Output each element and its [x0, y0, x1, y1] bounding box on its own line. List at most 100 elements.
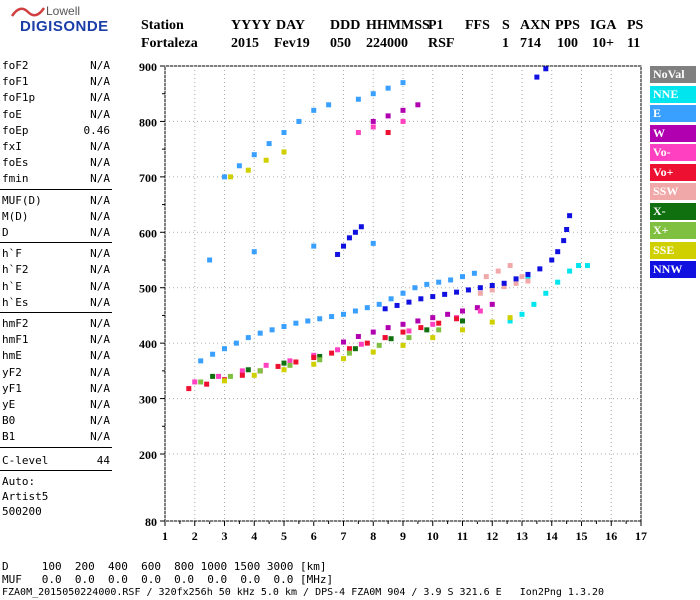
- echo-point-e: [222, 174, 227, 180]
- echo-point-e: [222, 346, 227, 352]
- header-label: PPS: [555, 18, 580, 33]
- param-row-d: D N/A: [2, 225, 110, 241]
- header-label: P1: [428, 18, 444, 33]
- echo-point-e: [448, 277, 454, 283]
- echo-point-nne: [531, 301, 537, 307]
- param-value: N/A: [90, 279, 110, 293]
- y-tick-label: 200: [139, 448, 157, 462]
- param-row-yf2: yF2 N/A: [2, 365, 110, 381]
- param-row-foe: foE N/A: [2, 107, 110, 123]
- echo-point-nnw: [534, 74, 540, 80]
- param-value: N/A: [90, 107, 110, 121]
- param-row-md: M(D) N/A: [2, 209, 110, 225]
- footer-info: FZA0M_2015050224000.RSF / 320fx256h 50 k…: [2, 587, 605, 598]
- echo-point-x: [460, 318, 465, 324]
- echo-point-vo: [192, 379, 198, 385]
- echo-point-vo: [454, 316, 460, 322]
- param-row-clevel: C-level 44: [2, 453, 110, 469]
- x-tick-label: 7: [341, 529, 347, 543]
- echo-point-nnw: [561, 238, 567, 244]
- echo-point-sse: [341, 356, 346, 362]
- param-name: foEs: [2, 156, 29, 170]
- param-value: N/A: [90, 226, 110, 239]
- axn-value: 714: [520, 36, 541, 51]
- echo-point-vo: [382, 335, 388, 341]
- param-value: N/A: [90, 295, 110, 309]
- param-value: N/A: [90, 247, 110, 261]
- echo-point-e: [376, 301, 382, 307]
- param-value: N/A: [90, 398, 110, 411]
- auto-scaling-text: Auto:: [2, 474, 36, 488]
- param-value: N/A: [90, 414, 110, 428]
- header-label: FFS: [465, 18, 490, 33]
- echo-point-sse: [251, 372, 257, 378]
- echo-point-e: [210, 351, 216, 357]
- echo-point-nnw: [394, 302, 400, 308]
- p1-value: RSF: [428, 36, 455, 51]
- echo-point-nnw: [543, 66, 549, 72]
- param-name: h`E: [2, 279, 22, 293]
- echo-point-x: [406, 335, 412, 341]
- param-row-hme: hmE N/A: [2, 348, 110, 364]
- legend-item-x: X-: [650, 202, 696, 220]
- pps-value: 100: [557, 36, 578, 51]
- echo-point-nnw: [358, 224, 364, 230]
- echo-point-e: [281, 324, 287, 330]
- echo-point-e: [400, 290, 406, 296]
- time-value: 224000: [366, 36, 408, 51]
- echo-point-sse: [370, 349, 376, 355]
- legend-item-w: W: [650, 124, 696, 142]
- header-label: HHMMSS: [366, 18, 430, 33]
- param-value: N/A: [90, 91, 110, 105]
- echo-point-e: [233, 340, 239, 346]
- param-name: foF1: [2, 75, 29, 89]
- legend-item-vo: Vo-: [650, 144, 696, 161]
- echo-point-vo: [346, 346, 352, 352]
- y-tick-label: 80: [145, 515, 157, 529]
- param-name: D: [2, 226, 9, 239]
- echo-point-vo: [287, 358, 293, 364]
- echo-point-nnw: [382, 306, 388, 312]
- x-tick-label: 16: [605, 529, 617, 543]
- x-tick-label: 6: [311, 529, 317, 543]
- logo-mark-icon: [10, 7, 46, 17]
- echo-point-e: [281, 130, 287, 136]
- echo-point-w: [370, 329, 376, 335]
- echo-point-x: [376, 342, 382, 348]
- echo-point-e: [296, 118, 302, 124]
- header-label: DAY: [276, 18, 306, 33]
- legend-item-nne: NNE: [650, 85, 696, 103]
- echo-point-nnw: [442, 291, 448, 297]
- param-row-fxi: fxI N/A: [2, 139, 110, 155]
- param-row-b0: B0 N/A: [2, 413, 110, 429]
- echo-point-vo: [293, 359, 299, 365]
- echo-point-ssw: [489, 287, 495, 293]
- echo-point-nne: [555, 279, 561, 285]
- echo-point-e: [460, 274, 465, 280]
- echo-point-e: [257, 330, 263, 336]
- param-name: B1: [2, 430, 16, 444]
- echo-point-x: [198, 379, 204, 385]
- station-value: Fortaleza: [141, 36, 198, 51]
- param-row-hmf1: hmF1 N/A: [2, 332, 110, 348]
- echo-point-w: [489, 301, 495, 307]
- s-value: 1: [502, 36, 509, 51]
- y-tick-label: 900: [139, 60, 157, 74]
- auto-scaling-text: Artist5: [2, 489, 49, 503]
- header-label: Station: [141, 18, 184, 33]
- echo-point-nne: [576, 263, 582, 269]
- param-row-ye: yE N/A: [2, 397, 110, 413]
- param-value: N/A: [90, 317, 110, 330]
- ps-value: 11: [627, 36, 641, 51]
- day-value: Fev19: [274, 36, 310, 51]
- x-tick-label: 10: [427, 529, 439, 543]
- header-label: DDD: [330, 18, 361, 33]
- echo-point-vo: [216, 373, 222, 379]
- echo-point-w: [430, 315, 436, 321]
- param-row-fof1: foF1 N/A: [2, 74, 110, 90]
- echo-point-e: [207, 257, 213, 263]
- param-name: yF1: [2, 381, 22, 395]
- param-value: N/A: [90, 333, 110, 347]
- param-name: h`Es: [2, 295, 29, 309]
- echo-point-vo: [335, 347, 341, 353]
